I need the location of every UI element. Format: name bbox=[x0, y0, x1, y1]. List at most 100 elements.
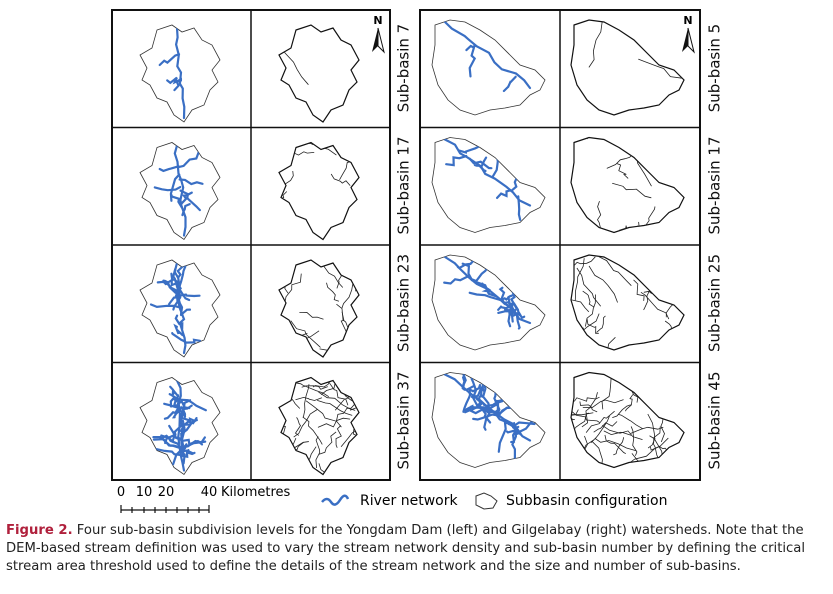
subbasin-boundary bbox=[571, 409, 575, 421]
subbasin-boundary bbox=[571, 439, 595, 468]
subbasin-boundary bbox=[571, 446, 576, 457]
subbasin-boundary bbox=[603, 430, 632, 436]
river bbox=[483, 409, 493, 431]
subbasin-boundary bbox=[655, 386, 684, 406]
subbasin-boundary bbox=[647, 413, 664, 459]
subbasin-boundary bbox=[609, 255, 634, 263]
row-label: Sub-basin 17 bbox=[706, 136, 724, 234]
row-label: Sub-basin 25 bbox=[706, 254, 724, 352]
subbasin-boundary bbox=[661, 257, 678, 273]
subbasin-boundary bbox=[593, 337, 616, 350]
caption-text: Four sub-basin subdivision levels for th… bbox=[6, 523, 806, 574]
subbasin-boundary bbox=[627, 437, 669, 465]
subbasin-boundary bbox=[664, 320, 680, 341]
subbasin-boundary bbox=[279, 191, 288, 207]
subbasin-boundary bbox=[611, 462, 633, 468]
subbasin-boundary bbox=[589, 137, 630, 143]
subbasin-boundary bbox=[305, 400, 342, 428]
subbasin-boundary bbox=[340, 427, 359, 448]
subbasin-boundary bbox=[284, 273, 302, 303]
subbasin-boundary bbox=[299, 311, 324, 320]
watershed-outline bbox=[570, 371, 685, 469]
subbasin-boundary bbox=[651, 372, 673, 406]
subbasin-boundary bbox=[650, 446, 669, 453]
subbasin-boundary bbox=[315, 436, 321, 469]
subbasin-lines bbox=[279, 47, 309, 111]
subbasin-boundary bbox=[247, 375, 278, 381]
subbasin-boundary bbox=[335, 425, 342, 448]
river bbox=[475, 257, 495, 283]
subbasin-boundary bbox=[366, 387, 369, 434]
river-map bbox=[139, 377, 221, 476]
subbasin-map bbox=[570, 254, 685, 351]
river bbox=[497, 305, 511, 311]
river bbox=[468, 291, 502, 302]
river bbox=[468, 383, 482, 395]
river bbox=[173, 77, 183, 92]
subbasin-boundary bbox=[649, 259, 668, 275]
river bbox=[153, 185, 182, 192]
river bbox=[181, 203, 191, 217]
legend-label: Subbasin configuration bbox=[506, 493, 668, 509]
subbasin-boundary bbox=[355, 260, 359, 292]
river bbox=[174, 26, 186, 120]
watershed-outline bbox=[139, 24, 221, 123]
subbasin-boundary bbox=[279, 278, 281, 284]
river bbox=[497, 419, 507, 453]
subbasin-boundary bbox=[330, 173, 351, 186]
river-network bbox=[443, 20, 532, 93]
subbasin-boundary bbox=[573, 396, 600, 402]
river bbox=[181, 448, 195, 455]
scale-tick: 40 bbox=[201, 485, 218, 500]
subbasin-boundary bbox=[649, 435, 660, 460]
subbasin-boundary bbox=[318, 463, 335, 475]
river-network bbox=[153, 144, 204, 237]
river bbox=[170, 272, 181, 290]
north-label: N bbox=[683, 14, 692, 27]
subbasin-boundary bbox=[357, 195, 359, 220]
river bbox=[443, 20, 532, 90]
subbasin-boundary bbox=[571, 409, 579, 431]
north-label: N bbox=[373, 14, 382, 27]
subbasin-boundary bbox=[585, 410, 615, 433]
river bbox=[168, 393, 181, 408]
subbasin-boundary bbox=[360, 449, 376, 459]
river bbox=[178, 178, 204, 186]
river-network bbox=[152, 379, 207, 472]
river-map bbox=[139, 259, 221, 358]
subbasin-boundary bbox=[279, 437, 297, 465]
river-network bbox=[443, 255, 532, 330]
subbasin-boundary bbox=[293, 409, 318, 438]
subbasin-boundary bbox=[588, 265, 618, 303]
subbasin-lines bbox=[571, 255, 684, 350]
subbasin-map bbox=[278, 24, 360, 123]
river-network bbox=[443, 138, 532, 221]
figure: N N 0 10 20 40 Kilometres River network … bbox=[111, 9, 724, 513]
subbasin-boundary bbox=[288, 330, 320, 349]
subbasin-boundary bbox=[287, 369, 329, 376]
river-map bbox=[431, 137, 546, 233]
river bbox=[477, 405, 507, 423]
watershed-outline bbox=[278, 24, 360, 123]
subbasin-boundary bbox=[328, 227, 359, 240]
subbasin-boundary bbox=[367, 271, 380, 302]
subbasin-boundary bbox=[314, 377, 339, 380]
watershed-outline bbox=[278, 141, 360, 241]
river bbox=[180, 438, 204, 446]
river bbox=[504, 301, 516, 314]
river bbox=[177, 151, 200, 169]
row-label: Sub-basin 7 bbox=[395, 24, 413, 112]
river bbox=[507, 296, 520, 316]
watershed-outline bbox=[139, 259, 221, 358]
river bbox=[458, 145, 480, 154]
river bbox=[464, 406, 492, 415]
north-arrow: N N bbox=[372, 14, 695, 54]
subbasin-boundary bbox=[665, 258, 684, 264]
subbasin-boundary bbox=[643, 290, 650, 311]
subbasin-boundary bbox=[336, 303, 352, 339]
watershed-outline bbox=[431, 254, 546, 351]
subbasin-boundary bbox=[575, 457, 585, 468]
river-map bbox=[139, 142, 221, 241]
legend-label: River network bbox=[360, 493, 458, 509]
river-network bbox=[443, 372, 544, 460]
